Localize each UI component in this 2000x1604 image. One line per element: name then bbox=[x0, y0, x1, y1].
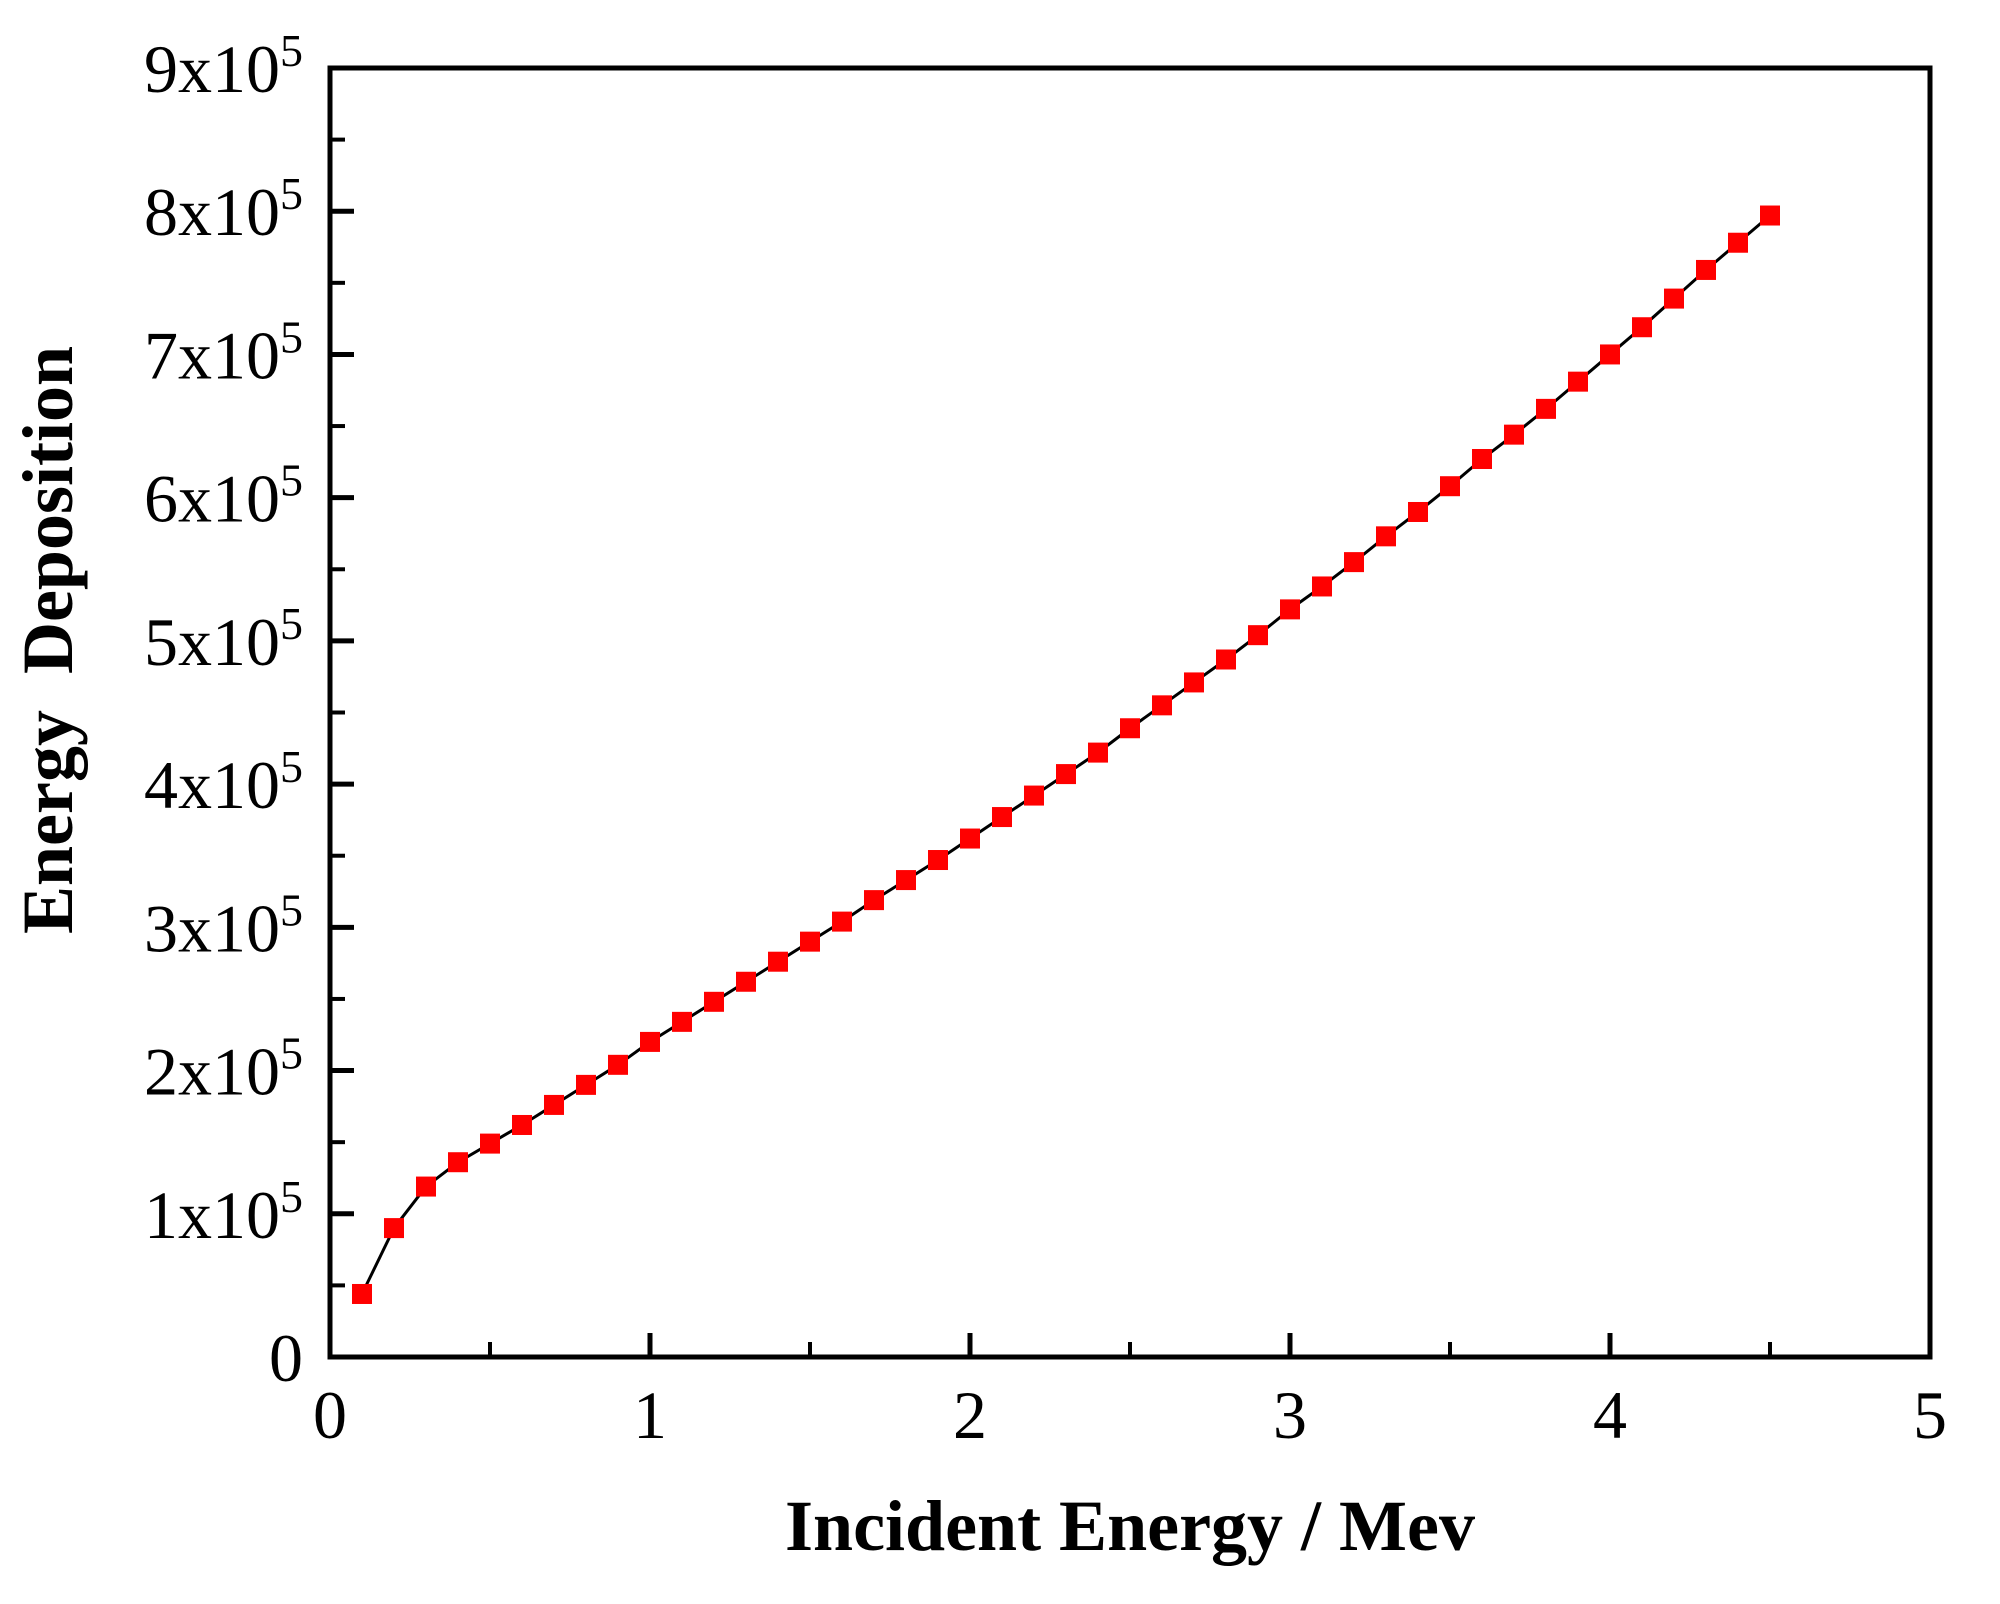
data-point bbox=[1344, 552, 1364, 573]
x-tick-label: 2 bbox=[953, 1377, 987, 1453]
data-point bbox=[576, 1074, 596, 1095]
data-point bbox=[352, 1283, 372, 1304]
data-point bbox=[896, 870, 916, 891]
data-point bbox=[640, 1031, 660, 1052]
data-point bbox=[1536, 398, 1556, 419]
data-point bbox=[704, 991, 724, 1012]
data-point bbox=[1216, 649, 1236, 670]
data-point bbox=[1120, 718, 1140, 739]
data-point bbox=[608, 1054, 628, 1075]
data-point bbox=[1440, 476, 1460, 497]
data-point bbox=[736, 971, 756, 992]
data-point bbox=[1600, 344, 1620, 365]
data-point bbox=[1632, 317, 1652, 338]
data-point bbox=[800, 931, 820, 952]
plot-frame bbox=[327, 65, 1933, 1360]
data-point bbox=[1504, 424, 1524, 445]
data-point bbox=[1696, 259, 1716, 280]
data-point bbox=[1760, 205, 1780, 226]
data-point bbox=[512, 1114, 532, 1135]
data-point bbox=[864, 890, 884, 911]
x-tick-label: 3 bbox=[1273, 1377, 1307, 1453]
data-point bbox=[1184, 672, 1204, 693]
y-tick-label: 2x105 bbox=[144, 1028, 303, 1110]
data-point bbox=[1312, 576, 1332, 597]
data-point bbox=[416, 1176, 436, 1197]
data-point bbox=[672, 1011, 692, 1032]
data-point bbox=[1024, 785, 1044, 806]
data-point bbox=[384, 1218, 404, 1239]
data-point bbox=[480, 1133, 500, 1154]
data-point bbox=[448, 1152, 468, 1173]
data-point bbox=[1248, 625, 1268, 646]
y-tick-label: 6x105 bbox=[144, 455, 303, 537]
x-tick-label: 1 bbox=[633, 1377, 667, 1453]
y-axis-title: Energy Deposition bbox=[8, 346, 88, 934]
y-tick-label: 1x105 bbox=[144, 1171, 303, 1253]
data-point bbox=[1568, 371, 1588, 392]
data-point bbox=[768, 951, 788, 972]
data-point bbox=[928, 850, 948, 871]
data-point bbox=[960, 828, 980, 849]
y-tick-label: 5x105 bbox=[144, 598, 303, 680]
x-tick-label: 5 bbox=[1913, 1377, 1947, 1453]
y-tick-label: 8x105 bbox=[144, 168, 303, 250]
y-tick-label: 0 bbox=[269, 1320, 303, 1396]
data-point bbox=[992, 807, 1012, 828]
data-point bbox=[1056, 764, 1076, 785]
chart-plot-area: 0 1 2 3 4 5 0 1x105 2x105 3x105 4x105 5x105 6x105 7x1… bbox=[144, 25, 1947, 1453]
y-tick-label: 9x105 bbox=[144, 25, 303, 107]
data-point bbox=[1152, 695, 1172, 716]
y-tick-label: 7x105 bbox=[144, 311, 303, 393]
x-tick-label: 0 bbox=[313, 1377, 347, 1453]
data-point bbox=[1472, 448, 1492, 469]
data-point bbox=[544, 1094, 564, 1115]
y-tick-label: 3x105 bbox=[144, 884, 303, 966]
y-tick-label: 4x105 bbox=[144, 741, 303, 823]
x-tick-label: 4 bbox=[1593, 1377, 1627, 1453]
data-point bbox=[1408, 501, 1428, 522]
x-axis-title: Incident Energy / Mev bbox=[785, 1486, 1475, 1566]
data-point bbox=[1664, 288, 1684, 309]
data-point bbox=[1088, 742, 1108, 763]
data-point bbox=[1376, 526, 1396, 547]
data-point bbox=[832, 911, 852, 932]
data-point bbox=[1280, 599, 1300, 620]
data-point bbox=[1728, 232, 1748, 253]
series-line bbox=[360, 214, 1771, 1295]
